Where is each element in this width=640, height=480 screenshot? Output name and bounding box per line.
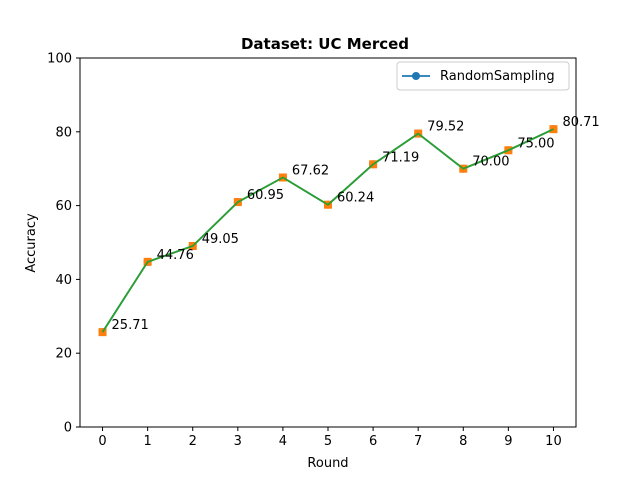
x-tick-label: 8 [459,434,467,449]
y-tick-label: 20 [55,347,72,362]
data-label: 60.95 [247,188,284,203]
x-tick-label: 2 [189,434,197,449]
x-tick-label: 3 [234,434,242,449]
x-tick-label: 4 [279,434,287,449]
data-label: 67.62 [292,163,329,178]
x-tick-label: 1 [143,434,151,449]
x-tick-label: 5 [324,434,332,449]
x-tick-label: 6 [369,434,377,449]
legend: RandomSampling [396,61,570,91]
plot-area: 0 1 2 3 4 5 6 7 8 9 1002040608010025.7144.7649.056… [47,52,600,450]
legend-box [396,61,570,91]
data-label: 25.71 [112,318,149,333]
data-label: 60.24 [337,191,374,206]
y-tick-label: 80 [55,125,72,140]
chart-title: Dataset: UC Merced [241,35,409,53]
data-label: 75.00 [517,136,554,151]
x-tick-label: 10 [545,434,562,449]
legend-label: RandomSampling [440,69,555,84]
x-tick-label: 0 [98,434,106,449]
y-axis-label: Accuracy [24,213,39,273]
data-label: 44.76 [157,248,194,263]
y-tick-label: 60 [55,199,72,214]
legend-marker-swatch [412,72,420,80]
x-tick-label: 7 [414,434,422,449]
plot-frame [79,57,577,428]
x-tick-label: 9 [504,434,512,449]
x-axis-label: Round [307,456,348,471]
overlay-point [549,125,558,134]
overlay-point [98,328,107,337]
data-label: 80.71 [562,115,599,130]
y-tick-label: 40 [55,273,72,288]
y-tick-label: 0 [64,421,72,436]
data-label: 70.00 [472,155,509,170]
data-label: 79.52 [427,120,464,135]
overlay-line [101,128,554,333]
y-tick-label: 100 [47,52,72,67]
data-label: 49.05 [202,232,239,247]
data-label: 71.19 [382,150,419,165]
